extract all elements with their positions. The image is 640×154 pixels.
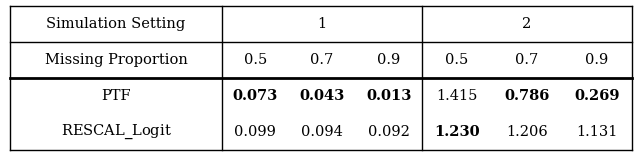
Text: Missing Proportion: Missing Proportion bbox=[45, 53, 188, 67]
Text: 0.5: 0.5 bbox=[244, 53, 267, 67]
Text: 1: 1 bbox=[317, 17, 326, 31]
Text: RESCAL$\_$Logit: RESCAL$\_$Logit bbox=[61, 123, 172, 141]
Text: 1.206: 1.206 bbox=[506, 125, 548, 139]
Text: 0.9: 0.9 bbox=[377, 53, 400, 67]
Text: 0.092: 0.092 bbox=[368, 125, 410, 139]
Text: PTF: PTF bbox=[101, 89, 131, 103]
Text: 0.073: 0.073 bbox=[233, 89, 278, 103]
Text: 0.5: 0.5 bbox=[445, 53, 468, 67]
Text: 1.131: 1.131 bbox=[576, 125, 618, 139]
Text: 0.9: 0.9 bbox=[586, 53, 609, 67]
Text: Simulation Setting: Simulation Setting bbox=[46, 17, 186, 31]
Text: 0.269: 0.269 bbox=[574, 89, 620, 103]
Text: 0.094: 0.094 bbox=[301, 125, 343, 139]
Text: 0.7: 0.7 bbox=[310, 53, 333, 67]
Text: 1.415: 1.415 bbox=[436, 89, 477, 103]
Text: 0.013: 0.013 bbox=[366, 89, 412, 103]
Text: 0.043: 0.043 bbox=[300, 89, 344, 103]
Text: 0.099: 0.099 bbox=[234, 125, 276, 139]
Text: 1.230: 1.230 bbox=[434, 125, 480, 139]
Text: 0.786: 0.786 bbox=[504, 89, 550, 103]
Text: 0.7: 0.7 bbox=[515, 53, 539, 67]
Text: 2: 2 bbox=[522, 17, 532, 31]
